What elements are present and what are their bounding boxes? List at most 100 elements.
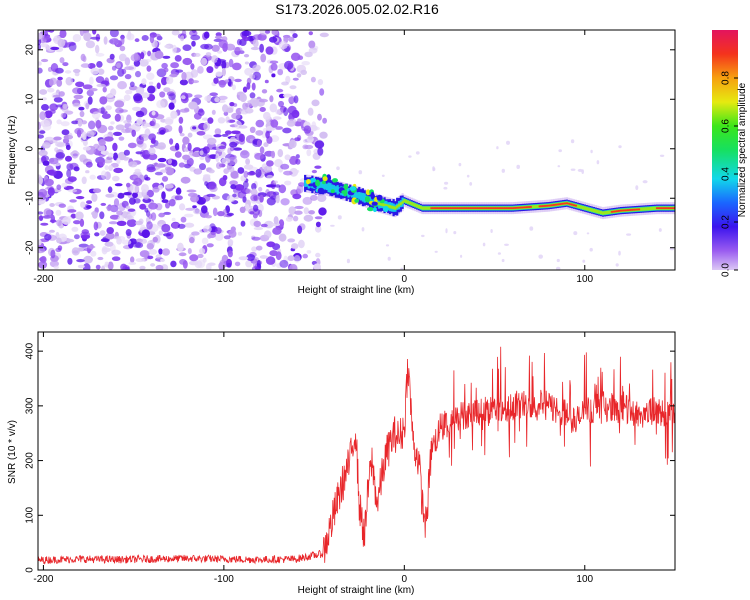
noise-speck [82, 263, 91, 270]
noise-speck [97, 68, 105, 75]
noise-speck [269, 95, 274, 103]
signal-core-red [549, 204, 552, 207]
noise-speck [75, 196, 85, 200]
noise-speck [148, 213, 153, 220]
noise-speck [73, 68, 81, 74]
noise-speck [179, 203, 186, 211]
signal-band-cyan [336, 185, 339, 195]
noise-speck [307, 134, 314, 140]
noise-speck [182, 154, 191, 160]
faint-speck [516, 164, 520, 169]
signal-core-green [426, 206, 429, 210]
noise-speck [72, 87, 82, 94]
noise-speck [308, 210, 315, 215]
noise-speck [60, 121, 70, 127]
noise-speck [39, 130, 46, 134]
faint-speck [615, 263, 619, 267]
faint-speck [443, 186, 448, 190]
noise-speck [307, 107, 314, 116]
noise-speck [249, 92, 256, 99]
noise-speck [47, 187, 55, 196]
noise-speck [226, 262, 232, 268]
signal-core-red [446, 207, 449, 210]
signal-band-cyan [369, 196, 372, 204]
signal-core-red [529, 206, 532, 208]
noise-speck [205, 215, 212, 219]
signal-core-green [650, 206, 653, 211]
spectrogram-x-tick-label: 100 [576, 274, 593, 285]
signal-core-green [417, 205, 420, 209]
noise-speck [234, 78, 242, 83]
signal-core-green [415, 204, 419, 208]
noise-speck [48, 169, 57, 176]
noise-speck [65, 76, 73, 86]
noise-speck [180, 176, 191, 184]
noise-speck [103, 159, 113, 164]
signal-core-red [491, 207, 494, 210]
noise-speck [234, 261, 241, 267]
signal-core-red [515, 206, 518, 209]
noise-speck [284, 180, 292, 186]
noise-speck [140, 52, 145, 60]
noise-speck [171, 30, 180, 36]
noise-speck [97, 256, 104, 261]
noise-speck [114, 113, 121, 122]
signal-core-green [648, 207, 651, 211]
noise-speck [239, 93, 247, 103]
noise-speck [275, 251, 282, 261]
noise-speck [201, 205, 208, 214]
noise-speck [82, 84, 93, 90]
noise-speck [298, 182, 306, 187]
noise-speck [62, 62, 69, 67]
noise-speck [87, 63, 96, 69]
faint-speck [590, 149, 593, 154]
signal-core-green [585, 207, 588, 211]
noise-speck [184, 107, 190, 112]
noise-speck [197, 66, 204, 74]
spectrogram-y-tick-label: 10 [25, 93, 36, 105]
noise-speck [125, 205, 131, 210]
noise-speck [218, 80, 226, 88]
noise-speck [56, 79, 63, 87]
noise-speck [190, 34, 201, 41]
noise-speck [221, 157, 231, 165]
snr-y-tick-label: 100 [25, 507, 36, 524]
faint-speck [556, 266, 561, 270]
signal-core-red [526, 206, 529, 209]
signal-blob [372, 207, 377, 213]
noise-speck [240, 220, 246, 227]
snr-x-label: Height of straight line (km) [298, 585, 415, 596]
signal-blob [376, 194, 383, 201]
spectrogram-y-label: Frequency (Hz) [7, 116, 18, 185]
noise-speck [203, 225, 212, 234]
noise-speck [154, 171, 163, 176]
signal-core-red [524, 206, 527, 209]
signal-core-red [547, 204, 550, 207]
noise-speck [65, 144, 71, 151]
noise-speck [165, 116, 174, 123]
noise-speck [165, 76, 174, 85]
noise-speck [202, 117, 209, 121]
noise-speck [273, 180, 278, 184]
snr-frame [37, 331, 676, 571]
noise-speck [270, 195, 277, 200]
signal-core-red [488, 207, 491, 210]
faint-speck [444, 181, 449, 185]
noise-speck [150, 144, 154, 148]
noise-speck [38, 121, 41, 130]
noise-speck [116, 238, 122, 245]
noise-speck [294, 210, 303, 215]
noise-speck [287, 255, 295, 262]
noise-speck [245, 260, 253, 268]
signal-core-green [590, 208, 594, 212]
noise-speck [214, 232, 224, 241]
spectrogram-y-tick-label: -10 [25, 191, 36, 206]
noise-speck [315, 252, 321, 258]
signal-core-red [517, 206, 520, 209]
noise-speck [233, 147, 242, 151]
noise-speck [237, 231, 242, 236]
noise-speck [124, 66, 135, 70]
signal-core-red [632, 208, 635, 211]
noise-speck [280, 163, 290, 170]
